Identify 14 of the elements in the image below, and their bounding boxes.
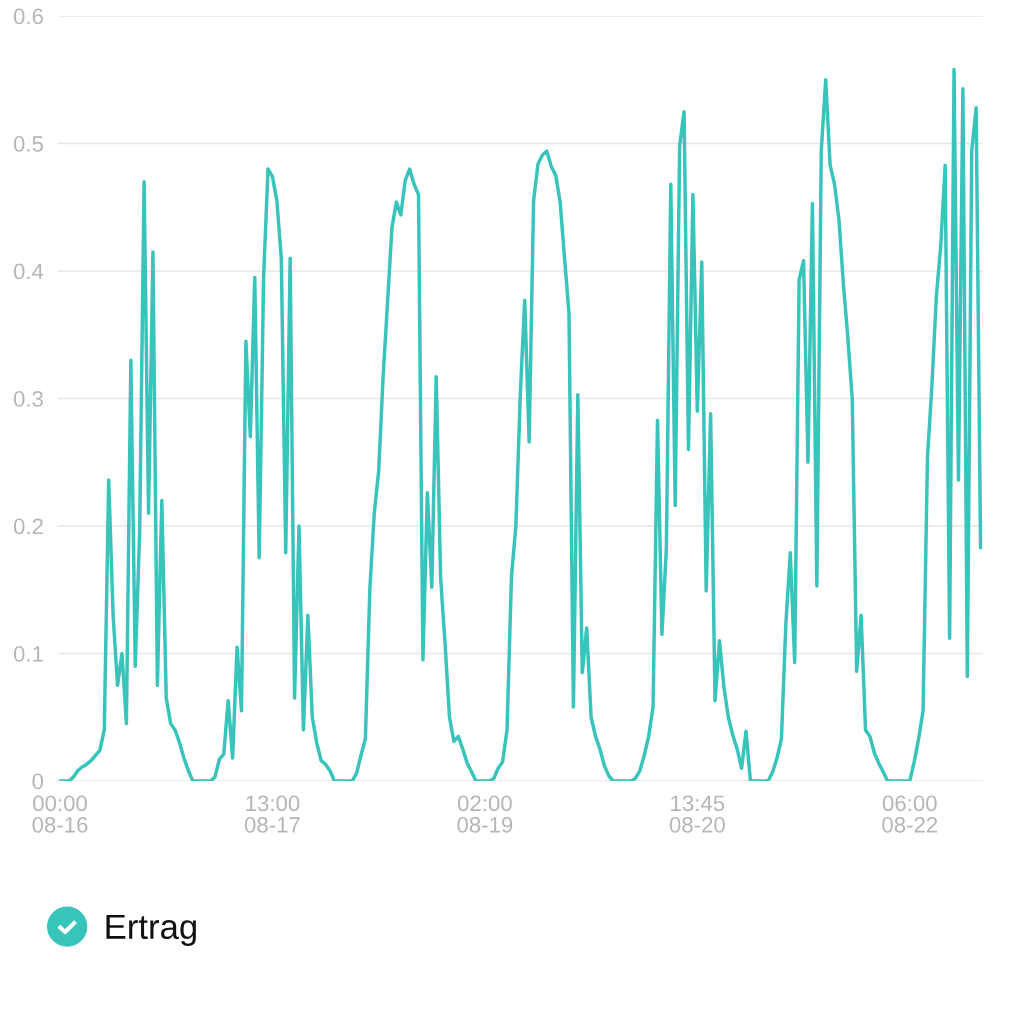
x-tick-label: 13:45 08-20 [669,795,725,833]
x-tick-label: 13:00 08-17 [244,795,300,833]
y-tick-label: 0.3 [13,391,43,407]
y-tick-label: 0.4 [13,263,44,280]
x-tick-label: 00:00 08-16 [32,795,88,833]
y-tick-label: 0.1 [13,646,43,662]
y-tick-label: 0 [32,773,44,790]
x-tick-label: 02:00 08-19 [457,795,513,833]
line-series [58,67,983,781]
y-tick-label: 0.5 [13,136,43,152]
x-tick-label: 06:00 08-22 [882,795,938,833]
legend-label: Ertrag [106,914,196,946]
y-tick-label: 0.6 [13,8,43,25]
y-tick-label: 0.2 [13,518,43,535]
